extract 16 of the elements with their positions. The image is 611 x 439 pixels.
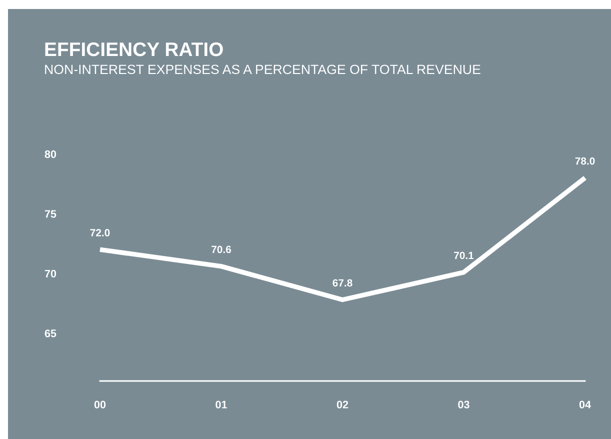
x-tick-label: 02	[336, 400, 348, 408]
data-label: 78.0	[575, 157, 595, 165]
x-tick-label: 03	[458, 400, 470, 408]
data-label: 70.6	[212, 246, 232, 254]
chart-subtitle: NON-INTEREST EXPENSES AS A PERCENTAGE OF TOTAL REVENUE	[45, 64, 480, 74]
chart-title: EFFICIENCY RATIO	[45, 42, 223, 56]
data-label: 70.1	[454, 252, 474, 260]
x-tick-label: 00	[94, 400, 106, 408]
y-tick-label: 75	[44, 210, 56, 218]
x-tick-label: 01	[216, 400, 227, 408]
y-tick-label: 80	[44, 150, 56, 158]
y-tick-label: 70	[44, 270, 56, 278]
data-label: 72.0	[90, 229, 110, 236]
y-tick-label: 65	[44, 330, 56, 338]
data-label: 67.8	[332, 279, 352, 287]
x-tick-label: 04	[579, 400, 591, 408]
